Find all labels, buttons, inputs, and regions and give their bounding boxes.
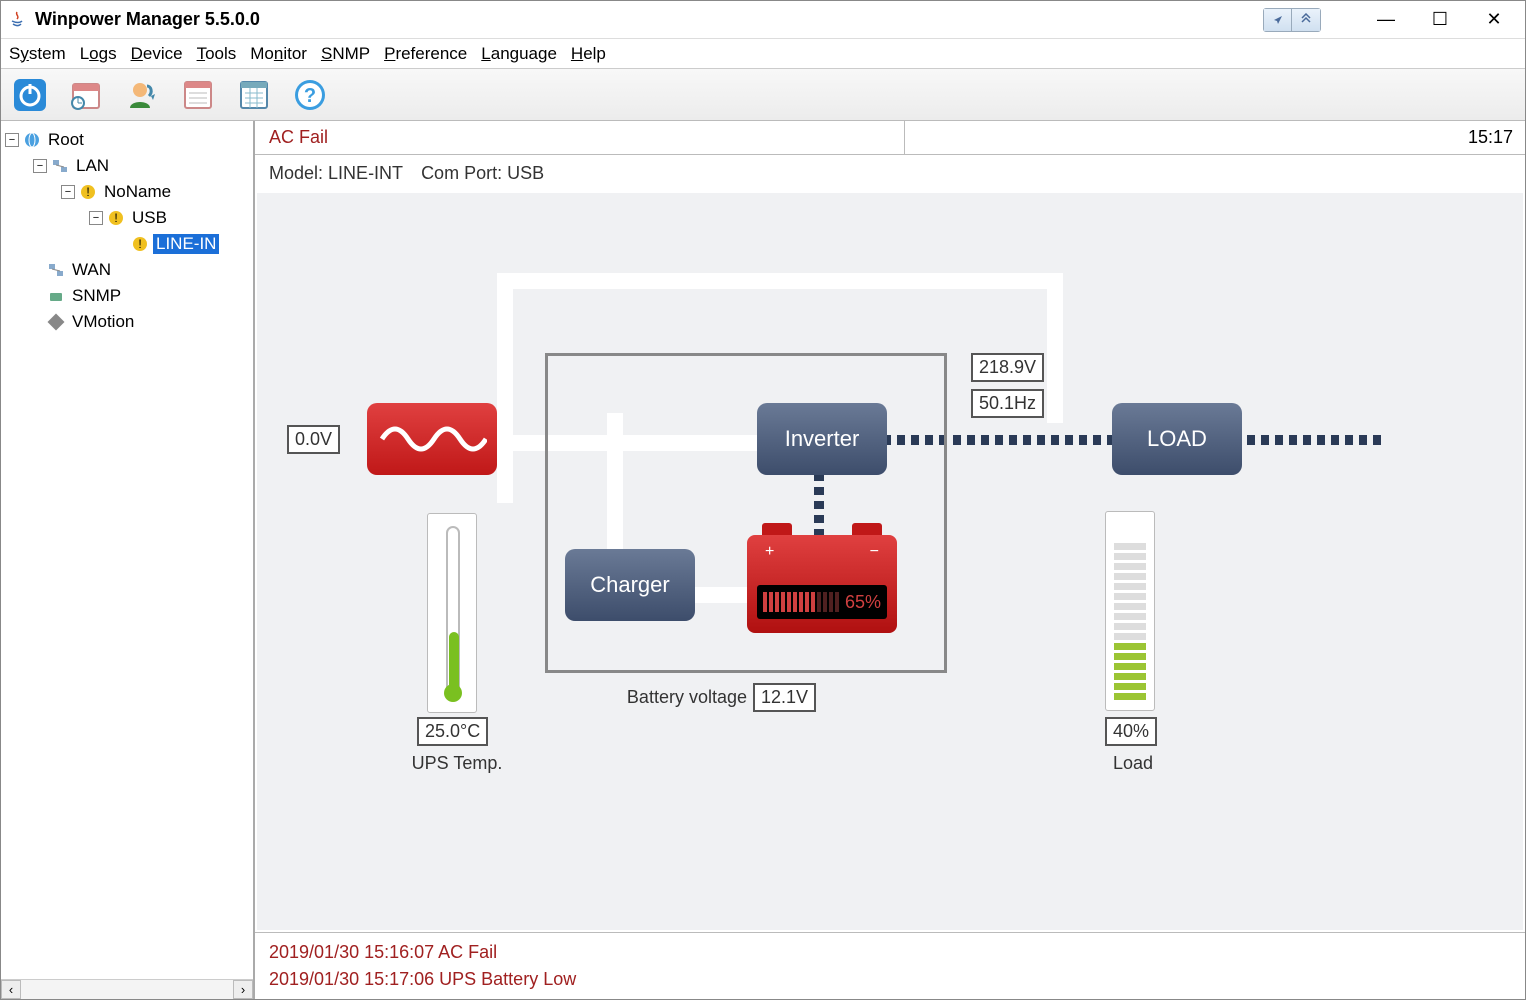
snmp-icon	[47, 287, 65, 305]
menu-snmp[interactable]: SNMP	[321, 44, 370, 64]
user-button[interactable]	[123, 76, 161, 114]
menu-preference[interactable]: Preference	[384, 44, 467, 64]
network-icon	[51, 157, 69, 175]
collapse-icon[interactable]: −	[5, 133, 19, 147]
menu-monitor[interactable]: Monitor	[250, 44, 307, 64]
charger-block: Charger	[565, 549, 695, 621]
maximize-button[interactable]: ☐	[1415, 5, 1465, 35]
tree-lan[interactable]: − LAN	[5, 153, 249, 179]
thermometer	[427, 513, 477, 713]
load-label: Load	[1103, 753, 1163, 774]
scroll-left-icon[interactable]: ‹	[1, 980, 21, 999]
menu-system[interactable]: System	[9, 44, 66, 64]
collapse-icon[interactable]: −	[33, 159, 47, 173]
tree-lineint[interactable]: ! LINE-IN	[5, 231, 249, 257]
toolbar: ?	[1, 69, 1525, 121]
wire	[1047, 273, 1063, 423]
window-controls: — ☐ ✕	[1361, 5, 1519, 35]
rollup-button[interactable]	[1292, 9, 1320, 31]
sidebar-scrollbar[interactable]: ‹ ›	[1, 979, 253, 999]
device-tree: − Root − LAN − ! NoName − ! USB	[1, 121, 253, 979]
menu-logs[interactable]: Logs	[80, 44, 117, 64]
device-info: Model: LINE-INT Com Port: USB	[255, 155, 1525, 191]
help-button[interactable]: ?	[291, 76, 329, 114]
output-voltage: 218.9V	[971, 353, 1044, 382]
battery-block: + − 65%	[747, 523, 897, 633]
menu-help[interactable]: Help	[571, 44, 606, 64]
window-extra-buttons	[1263, 8, 1321, 32]
battery-bars	[763, 592, 839, 612]
comport-field: Com Port: USB	[421, 163, 544, 184]
status-alert: AC Fail	[255, 121, 905, 154]
window-title: Winpower Manager 5.5.0.0	[35, 9, 1263, 30]
app-window: Winpower Manager 5.5.0.0 — ☐ ✕ System Lo…	[0, 0, 1526, 1000]
tree-wan[interactable]: WAN	[5, 257, 249, 283]
svg-text:?: ?	[304, 85, 316, 107]
sidebar: − Root − LAN − ! NoName − ! USB	[1, 121, 255, 999]
content-area: − Root − LAN − ! NoName − ! USB	[1, 121, 1525, 999]
ac-input-block	[367, 403, 497, 475]
ups-diagram: 0.0V Inverter Charger + − 65%	[257, 193, 1523, 930]
tree-root[interactable]: − Root	[5, 127, 249, 153]
menubar: System Logs Device Tools Monitor SNMP Pr…	[1, 39, 1525, 69]
menu-language[interactable]: Language	[481, 44, 557, 64]
collapse-icon[interactable]: −	[89, 211, 103, 225]
battery-percent: 65%	[845, 592, 887, 613]
log-line: 2019/01/30 15:16:07 AC Fail	[269, 939, 1511, 966]
input-voltage: 0.0V	[287, 425, 340, 454]
status-time: 15:17	[1445, 127, 1525, 148]
wire	[497, 273, 513, 503]
close-button[interactable]: ✕	[1469, 5, 1519, 35]
main-panel: AC Fail 15:17 Model: LINE-INT Com Port: …	[255, 121, 1525, 999]
svg-text:!: !	[138, 237, 141, 251]
status-bar: AC Fail 15:17	[255, 121, 1525, 155]
tree-noname[interactable]: − ! NoName	[5, 179, 249, 205]
data-log-button[interactable]	[235, 76, 273, 114]
scroll-track[interactable]	[21, 980, 233, 999]
output-frequency: 50.1Hz	[971, 389, 1044, 418]
scroll-right-icon[interactable]: ›	[233, 980, 253, 999]
titlebar: Winpower Manager 5.5.0.0 — ☐ ✕	[1, 1, 1525, 39]
collapse-icon[interactable]: −	[61, 185, 75, 199]
svg-text:!: !	[114, 211, 117, 225]
temp-label: UPS Temp.	[397, 753, 517, 774]
globe-icon	[23, 131, 41, 149]
battery-voltage-label: Battery voltage	[587, 687, 747, 708]
warning-icon: !	[79, 183, 97, 201]
minimize-button[interactable]: —	[1361, 5, 1411, 35]
model-field: Model: LINE-INT	[269, 163, 403, 184]
network-icon	[47, 261, 65, 279]
java-icon	[7, 10, 27, 30]
load-gauge	[1105, 511, 1155, 711]
event-log: 2019/01/30 15:16:07 AC Fail 2019/01/30 1…	[255, 932, 1525, 999]
tree-usb[interactable]: − ! USB	[5, 205, 249, 231]
tree-vmotion[interactable]: VMotion	[5, 309, 249, 335]
wire	[497, 273, 1057, 289]
tree-snmp[interactable]: SNMP	[5, 283, 249, 309]
load-bars	[1114, 522, 1146, 700]
load-block: LOAD	[1112, 403, 1242, 475]
menu-device[interactable]: Device	[131, 44, 183, 64]
inverter-block: Inverter	[757, 403, 887, 475]
power-button[interactable]	[11, 76, 49, 114]
warning-icon: !	[107, 209, 125, 227]
pin-button[interactable]	[1264, 9, 1292, 31]
vmotion-icon	[47, 313, 65, 331]
event-log-button[interactable]	[179, 76, 217, 114]
log-line: 2019/01/30 15:17:06 UPS Battery Low	[269, 966, 1511, 993]
temp-value: 25.0°C	[417, 717, 488, 746]
schedule-button[interactable]	[67, 76, 105, 114]
load-value: 40%	[1105, 717, 1157, 746]
svg-text:!: !	[86, 185, 89, 199]
warning-icon: !	[131, 235, 149, 253]
menu-tools[interactable]: Tools	[197, 44, 237, 64]
battery-voltage: 12.1V	[753, 683, 816, 712]
